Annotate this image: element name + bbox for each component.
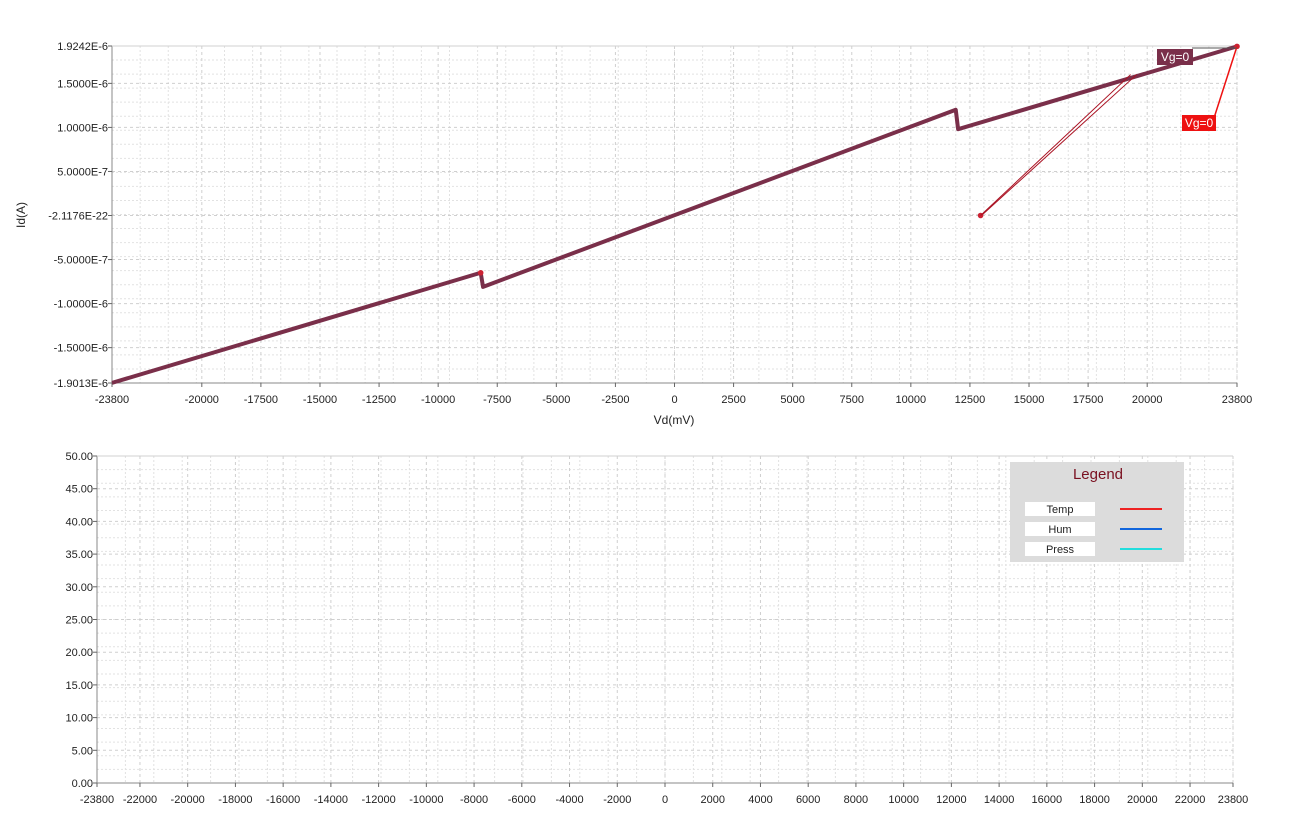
x-tick-label: 0	[671, 394, 677, 406]
y-tick-label: -5.0000E-7	[54, 255, 108, 267]
x-tick-label: -20000	[185, 394, 219, 406]
x-tick-label: 4000	[748, 794, 772, 806]
sensor-chart: -23800 -22000 -20000 -18000 -16000 -14000 -120…	[65, 451, 1248, 806]
x-tick-label: -17500	[244, 394, 278, 406]
x-tick-label: -22000	[123, 794, 157, 806]
x-tick-label: 23800	[1222, 394, 1253, 406]
x-tick-label: 10000	[896, 394, 927, 406]
callout-leader-line	[980, 74, 1131, 216]
x-tick-label: -7500	[483, 394, 511, 406]
x-tick-label: 2500	[721, 394, 745, 406]
x-tick-label: 23800	[1218, 794, 1249, 806]
y-tick-label: 45.00	[65, 484, 93, 496]
y-tick-label: 20.00	[65, 647, 93, 659]
chart2-legend: Legend Temp Hum Press	[1010, 462, 1184, 562]
x-tick-label: -8000	[460, 794, 488, 806]
legend-entry-label: Temp	[1047, 504, 1074, 516]
x-tick-label: -4000	[555, 794, 583, 806]
y-tick-label: 10.00	[65, 713, 93, 725]
y-tick-label: -2.1176E-22	[48, 211, 108, 223]
x-tick-label: -2500	[601, 394, 629, 406]
y-tick-label: 15.00	[65, 680, 93, 692]
x-tick-label: -14000	[314, 794, 348, 806]
x-tick-label: -2000	[603, 794, 631, 806]
y-tick-label: -1.9013E-6	[54, 378, 108, 390]
chart1-y-axis-label: Id(A)	[14, 202, 28, 228]
x-tick-label: 7500	[840, 394, 864, 406]
x-tick-label: 8000	[844, 794, 868, 806]
chart2-grid	[96, 455, 1234, 784]
y-tick-label: 50.00	[65, 451, 93, 463]
annotation-box	[1182, 115, 1216, 131]
id-vd-chart: -23800 -20000 -17500 -15000 -12500 -10000 -750…	[14, 41, 1252, 427]
y-tick-label: 1.9242E-6	[57, 41, 108, 53]
x-tick-label: 22000	[1175, 794, 1206, 806]
x-tick-label: -10000	[421, 394, 455, 406]
x-tick-label: 16000	[1032, 794, 1063, 806]
chart1-annotations: Vg=0 Vg=0	[980, 46, 1238, 216]
x-tick-label: -20000	[171, 794, 205, 806]
y-tick-label: 25.00	[65, 615, 93, 627]
chart1-x-axis-label: Vd(mV)	[654, 413, 695, 427]
y-tick-label: 0.00	[72, 778, 93, 790]
legend-entry-box	[1025, 522, 1095, 536]
x-tick-label: 20000	[1127, 794, 1158, 806]
x-tick-label: 12500	[955, 394, 986, 406]
legend-title: Legend	[1073, 466, 1123, 483]
x-tick-label: -5000	[542, 394, 570, 406]
data-marker	[477, 269, 484, 276]
y-tick-label: -1.5000E-6	[54, 343, 108, 355]
x-tick-label: -12000	[361, 794, 395, 806]
x-tick-label: 14000	[984, 794, 1015, 806]
annotation-box	[1157, 49, 1193, 65]
y-tick-label: 40.00	[65, 516, 93, 528]
x-tick-label: 5000	[780, 394, 804, 406]
chart1-axes: -23800 -20000 -17500 -15000 -12500 -10000 -750…	[48, 41, 1252, 406]
annotation-label: Vg=0	[1185, 116, 1214, 130]
x-tick-label: -12500	[362, 394, 396, 406]
legend-entry-box	[1025, 502, 1095, 516]
x-tick-label: 2000	[700, 794, 724, 806]
y-tick-label: 1.0000E-6	[57, 122, 108, 134]
legend-entry-label: Hum	[1048, 524, 1071, 536]
legend-entry-box	[1025, 542, 1095, 556]
x-tick-label: 18000	[1079, 794, 1110, 806]
x-tick-label: -16000	[266, 794, 300, 806]
callout-leader-line	[1213, 46, 1238, 119]
y-tick-label: -1.0000E-6	[54, 299, 108, 311]
y-tick-label: 35.00	[65, 549, 93, 561]
x-tick-label: -23800	[95, 394, 129, 406]
x-tick-label: 0	[662, 794, 668, 806]
x-tick-label: -23800	[80, 794, 114, 806]
chart2-axes: -23800 -22000 -20000 -18000 -16000 -14000 -120…	[65, 451, 1248, 806]
x-tick-label: 10000	[888, 794, 919, 806]
x-tick-label: -10000	[409, 794, 443, 806]
y-tick-label: 1.5000E-6	[57, 78, 108, 90]
id-vd-series-line	[111, 44, 1238, 385]
x-tick-label: -15000	[303, 394, 337, 406]
legend-entry-label: Press	[1046, 544, 1075, 556]
x-tick-label: 17500	[1073, 394, 1104, 406]
x-tick-label: -18000	[218, 794, 252, 806]
annotation-label: Vg=0	[1161, 50, 1190, 64]
x-tick-label: 15000	[1014, 394, 1045, 406]
y-tick-label: 5.00	[72, 745, 93, 757]
x-tick-label: 12000	[936, 794, 967, 806]
y-tick-label: 5.0000E-7	[57, 166, 108, 178]
callout-leader-line	[982, 74, 1137, 215]
x-tick-label: -6000	[508, 794, 536, 806]
x-tick-label: 20000	[1132, 394, 1163, 406]
x-tick-label: 6000	[796, 794, 820, 806]
y-tick-label: 30.00	[65, 582, 93, 594]
